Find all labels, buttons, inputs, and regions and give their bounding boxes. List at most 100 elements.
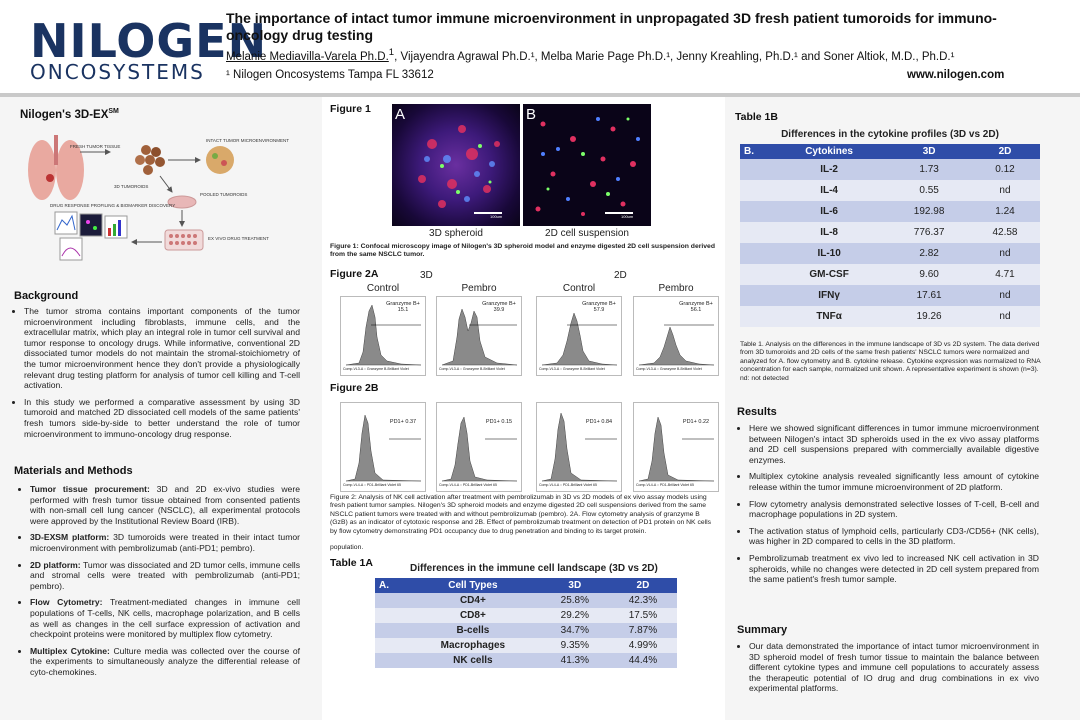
suspension-caption: 2D cell suspension: [545, 228, 629, 239]
gate-label: PD1+ 0.37: [389, 419, 417, 425]
table-row: CD4+ 25.8% 42.3%: [375, 593, 677, 608]
pd1-histogram: [541, 412, 618, 482]
table1b-label: Table 1B: [735, 111, 778, 123]
table-cell: IFNγ: [770, 285, 889, 306]
table-cell: 9.35%: [540, 638, 609, 653]
col-label-pembro: Pembro: [658, 283, 694, 294]
granzyme-histogram: [541, 312, 618, 366]
analysis-panels-icon: [54, 211, 128, 261]
table-header-cell: Cell Types: [405, 578, 541, 593]
table-row: B-cells 34.7% 7.87%: [375, 623, 677, 638]
table-cell: [375, 638, 405, 653]
table-header-cell: 3D: [888, 144, 970, 159]
spheroid-dots: [418, 125, 502, 214]
table1-caption: Table 1. Analysis on the differences in …: [740, 341, 1041, 382]
table-cell: B-cells: [405, 623, 541, 638]
table-row: CD8+ 29.2% 17.5%: [375, 608, 677, 623]
table-cell: 776.37: [888, 222, 970, 243]
microenvironment-icon: [206, 146, 234, 174]
table-cell: 4.99%: [608, 638, 677, 653]
pd1-histogram: [345, 414, 422, 482]
table-header-cell: B.: [740, 144, 770, 159]
table-cell: [375, 593, 405, 608]
well-plate-icon: [164, 229, 204, 251]
axis-label: Comp-VL3-A :: Granzyme B-Brilliant Viole…: [539, 367, 605, 371]
table-cell: TNFα: [770, 306, 889, 327]
results-item: The activation status of lymphoid cells,…: [749, 526, 1039, 547]
axis-label: Comp-VL3-A :: Granzyme B-Brilliant Viole…: [439, 367, 505, 371]
results-item: Pembrolizumab treatment ex vivo led to i…: [749, 553, 1039, 585]
diagram-label-tme: INTACT TUMOR MICROENVIRONMENT: [206, 138, 289, 143]
histogram-panel: Granzyme B+ 57.9 Comp-VL3-A :: Granzyme …: [536, 296, 622, 376]
table-cell: 34.7%: [540, 623, 609, 638]
axis-label: Comp-VL4-A :: PD1-Brilliant Violet 65: [343, 483, 401, 487]
histogram-panel: PD1+ 0.15 Comp-VL4-A :: PD1-Brilliant Vi…: [436, 402, 522, 492]
diagram-label-pooled: POOLED TUMOROIDS: [200, 192, 247, 197]
group-3d-label: 3D: [420, 270, 433, 281]
histogram-panel: Granzyme B+ 15.1 Comp-VL3-A :: Granzyme …: [340, 296, 426, 376]
table-row: GM-CSF 9.60 4.71: [740, 264, 1040, 285]
axis-label: Comp-VL3-A :: Granzyme B-Brilliant Viole…: [636, 367, 702, 371]
figure2a-label: Figure 2A: [330, 268, 379, 280]
gate-label: PD1+ 0.22: [682, 419, 710, 425]
author-list: Melanie Mediavilla-Varela Ph.D.1, Vijaye…: [226, 47, 955, 63]
website-link[interactable]: www.nilogen.com: [907, 69, 1005, 81]
table-cell: 29.2%: [540, 608, 609, 623]
results-body: Here we showed significant differences i…: [733, 423, 1039, 591]
table-cell: NK cells: [405, 653, 541, 668]
table-cell: 4.71: [969, 264, 1040, 285]
table-cell: 17.61: [888, 285, 970, 306]
table-cell: [740, 180, 770, 201]
suspension-dots: [535, 117, 640, 216]
table-row: IL-8 776.37 42.58: [740, 222, 1040, 243]
table-cell: 1.24: [969, 201, 1040, 222]
spheroid-caption: 3D spheroid: [429, 228, 483, 239]
granzyme-histogram: [638, 324, 715, 366]
gate-label: PD1+ 0.84: [585, 419, 613, 425]
axis-label: Comp-VL4-A :: PD1-Brilliant Violet 65: [539, 483, 597, 487]
figure2-caption: Figure 2: Analysis of NK cell activation…: [330, 494, 712, 535]
table-cell: nd: [969, 306, 1040, 327]
methods-item: 3D-EXSM platform: 3D tumoroids were trea…: [30, 532, 300, 553]
platform-title: Nilogen's 3D-EXSM: [20, 108, 119, 121]
table-cell: Macrophages: [405, 638, 541, 653]
table-cell: CD4+: [405, 593, 541, 608]
lungs-icon: [28, 135, 84, 200]
methods-item: Tumor tissue procurement: 3D and 2D ex-v…: [30, 484, 300, 526]
gate-label: Granzyme B+ 57.9: [582, 301, 616, 313]
table-cell: [740, 243, 770, 264]
table-cell: 7.87%: [608, 623, 677, 638]
table-cell: nd: [969, 243, 1040, 264]
axis-label: Comp-VL4-A :: PD1-Brilliant Violet 65: [439, 483, 497, 487]
table1b-title: Differences in the cytokine profiles (3D…: [781, 129, 999, 140]
table-cell: [740, 285, 770, 306]
col-label-control: Control: [562, 283, 596, 294]
table-header-cell: Cytokines: [770, 144, 889, 159]
col-label-control: Control: [366, 283, 400, 294]
table-cell: 0.55: [888, 180, 970, 201]
table-cell: 25.8%: [540, 593, 609, 608]
table-cell: IL-6: [770, 201, 889, 222]
results-item: Here we showed significant differences i…: [749, 423, 1039, 465]
tumoroids-icon: [135, 145, 165, 175]
results-heading: Results: [737, 406, 777, 418]
table-row: IL-2 1.73 0.12: [740, 159, 1040, 180]
scale-bar-label: 100um: [621, 214, 634, 219]
diagram-label-tumoroids: 3D TUMOROIDS: [114, 184, 148, 189]
methods-item: 2D platform: Tumor was dissociated and 2…: [30, 560, 300, 592]
gate-label: PD1+ 0.15: [485, 419, 513, 425]
table-cell: [740, 306, 770, 327]
table-header-cell: 2D: [608, 578, 677, 593]
affiliation: ¹ Nilogen Oncosystems Tampa FL 33612: [226, 69, 434, 81]
table-row: Macrophages 9.35% 4.99%: [375, 638, 677, 653]
granzyme-histogram: [441, 308, 518, 366]
platform-diagram: FRESH TUMOR TISSUE 3D TUMOROIDS INTACT T…: [28, 135, 289, 261]
figure2-caption-tail: population.: [330, 544, 364, 551]
background-item: In this study we performed a comparative…: [24, 397, 300, 439]
cytokine-table: B. Cytokines 3D 2D IL-2 1.73 0.12 IL-4 0.55…: [740, 144, 1040, 327]
table-row: TNFα 19.26 nd: [740, 306, 1040, 327]
background-heading: Background: [14, 290, 79, 302]
table-cell: [375, 623, 405, 638]
table-cell: 19.26: [888, 306, 970, 327]
cell-suspension-image: [523, 104, 651, 226]
